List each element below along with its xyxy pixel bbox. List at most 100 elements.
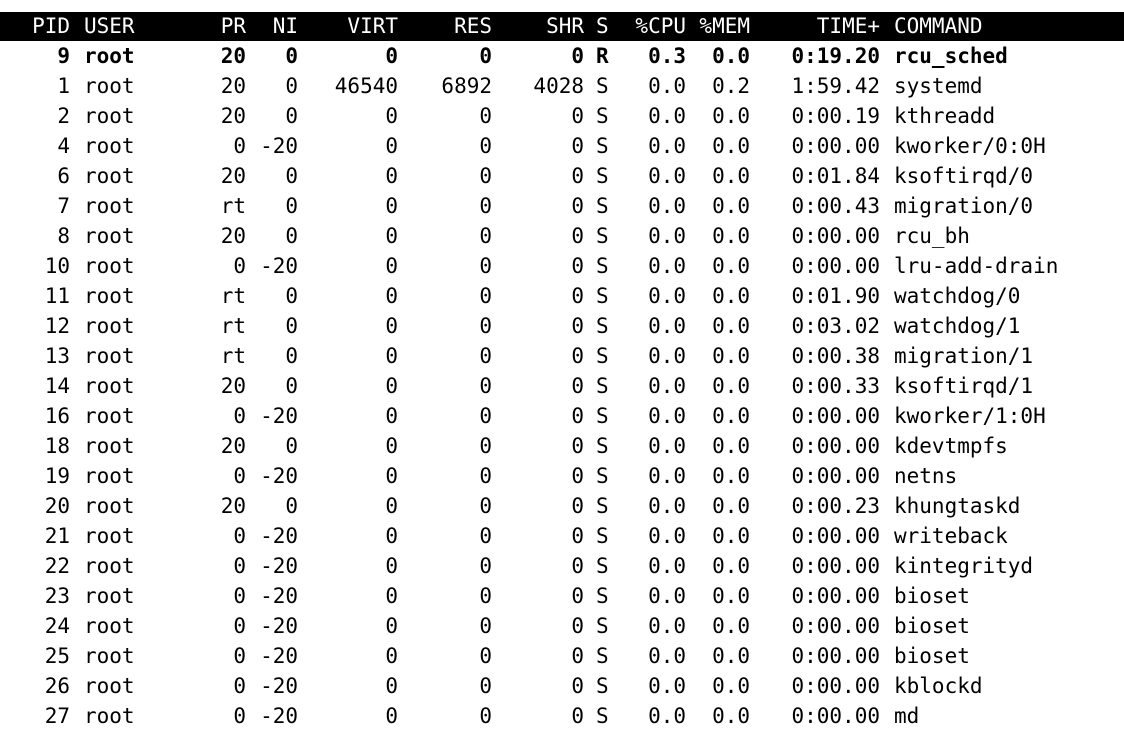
process-row[interactable]: 13 root rt 0 0 0 0 S 0.0 0.0 0:00.38 migration/1 bbox=[0, 341, 1124, 371]
cell-command: ksoftirqd/0 bbox=[894, 164, 1034, 188]
cell-shr: 0 bbox=[571, 194, 584, 218]
process-row[interactable]: 20 root 20 0 0 0 0 S 0.0 0.0 0:00.23 khungtaskd bbox=[0, 491, 1124, 521]
cell-virt: 0 bbox=[385, 284, 398, 308]
header-res[interactable]: RES bbox=[454, 14, 492, 38]
cell-user: root bbox=[84, 524, 135, 548]
process-row[interactable]: 10 root 0 -20 0 0 0 S 0.0 0.0 0:00.00 lru-add-drain bbox=[0, 251, 1124, 281]
cell-mem: 0.0 bbox=[712, 404, 750, 428]
process-row[interactable]: 12 root rt 0 0 0 0 S 0.0 0.0 0:03.02 watchdog/1 bbox=[0, 311, 1124, 341]
header-pr[interactable]: PR bbox=[220, 14, 246, 38]
process-row[interactable]: 16 root 0 -20 0 0 0 S 0.0 0.0 0:00.00 kworker/1:0H bbox=[0, 401, 1124, 431]
process-row[interactable]: 18 root 20 0 0 0 0 S 0.0 0.0 0:00.00 kdevtmpfs bbox=[0, 431, 1124, 461]
cell-time: 0:00.00 bbox=[791, 614, 880, 638]
cell-ni: -20 bbox=[260, 464, 298, 488]
cell-pid: 11 bbox=[44, 284, 70, 308]
process-row[interactable]: 27 root 0 -20 0 0 0 S 0.0 0.0 0:00.00 md bbox=[0, 701, 1124, 731]
cell-pid: 22 bbox=[44, 554, 70, 578]
process-row[interactable]: 22 root 0 -20 0 0 0 S 0.0 0.0 0:00.00 kintegrityd bbox=[0, 551, 1124, 581]
cell-res: 0 bbox=[479, 164, 492, 188]
process-row[interactable]: 23 root 0 -20 0 0 0 S 0.0 0.0 0:00.00 bioset bbox=[0, 581, 1124, 611]
cell-res: 6892 bbox=[441, 74, 492, 98]
cell-cpu: 0.0 bbox=[648, 224, 686, 248]
cell-mem: 0.0 bbox=[712, 134, 750, 158]
process-row[interactable]: 8 root 20 0 0 0 0 S 0.0 0.0 0:00.00 rcu_bh bbox=[0, 221, 1124, 251]
process-row[interactable]: 26 root 0 -20 0 0 0 S 0.0 0.0 0:00.00 kblockd bbox=[0, 671, 1124, 701]
process-row[interactable]: 21 root 0 -20 0 0 0 S 0.0 0.0 0:00.00 writeback bbox=[0, 521, 1124, 551]
cell-res: 0 bbox=[479, 374, 492, 398]
cell-shr: 0 bbox=[571, 344, 584, 368]
header-shr[interactable]: SHR bbox=[546, 14, 584, 38]
cell-command: kthreadd bbox=[894, 104, 996, 128]
process-row[interactable]: 2 root 20 0 0 0 0 S 0.0 0.0 0:00.19 kthreadd bbox=[0, 101, 1124, 131]
cell-s: R bbox=[596, 44, 609, 68]
cell-ni: 0 bbox=[285, 44, 298, 68]
cell-cpu: 0.0 bbox=[648, 704, 686, 728]
cell-s: S bbox=[596, 224, 609, 248]
cell-ni: -20 bbox=[260, 584, 298, 608]
cell-res: 0 bbox=[479, 134, 492, 158]
process-row[interactable]: 9 root 20 0 0 0 0 R 0.3 0.0 0:19.20 rcu_sched bbox=[0, 41, 1124, 71]
cell-pr: 0 bbox=[233, 254, 246, 278]
process-row[interactable]: 24 root 0 -20 0 0 0 S 0.0 0.0 0:00.00 bioset bbox=[0, 611, 1124, 641]
process-row[interactable]: 25 root 0 -20 0 0 0 S 0.0 0.0 0:00.00 bioset bbox=[0, 641, 1124, 671]
cell-pr: 0 bbox=[233, 674, 246, 698]
cell-mem: 0.0 bbox=[712, 314, 750, 338]
cell-res: 0 bbox=[479, 44, 492, 68]
cell-res: 0 bbox=[479, 194, 492, 218]
cell-ni: -20 bbox=[260, 134, 298, 158]
cell-pid: 18 bbox=[44, 434, 70, 458]
header-virt[interactable]: VIRT bbox=[347, 14, 398, 38]
cell-mem: 0.2 bbox=[712, 74, 750, 98]
process-row[interactable]: 4 root 0 -20 0 0 0 S 0.0 0.0 0:00.00 kworker/0:0H bbox=[0, 131, 1124, 161]
cell-res: 0 bbox=[479, 704, 492, 728]
cell-s: S bbox=[596, 374, 609, 398]
process-row[interactable]: 11 root rt 0 0 0 0 S 0.0 0.0 0:01.90 watchdog/0 bbox=[0, 281, 1124, 311]
process-row[interactable]: 7 root rt 0 0 0 0 S 0.0 0.0 0:00.43 migration/0 bbox=[0, 191, 1124, 221]
cell-command: md bbox=[894, 704, 920, 728]
cell-res: 0 bbox=[479, 644, 492, 668]
cell-command: kworker/0:0H bbox=[894, 134, 1046, 158]
cell-res: 0 bbox=[479, 434, 492, 458]
header-mem[interactable]: %MEM bbox=[699, 14, 750, 38]
cell-s: S bbox=[596, 344, 609, 368]
cell-command: netns bbox=[894, 464, 958, 488]
header-state[interactable]: S bbox=[596, 14, 609, 38]
cell-mem: 0.0 bbox=[712, 164, 750, 188]
cell-shr: 0 bbox=[571, 554, 584, 578]
cell-shr: 0 bbox=[571, 104, 584, 128]
cell-pr: 0 bbox=[233, 704, 246, 728]
cell-time: 0:00.00 bbox=[791, 434, 880, 458]
cell-shr: 0 bbox=[571, 44, 584, 68]
cell-pid: 24 bbox=[44, 614, 70, 638]
cell-mem: 0.0 bbox=[712, 524, 750, 548]
cell-pr: 20 bbox=[220, 164, 246, 188]
header-pid[interactable]: PID bbox=[32, 14, 70, 38]
process-row[interactable]: 19 root 0 -20 0 0 0 S 0.0 0.0 0:00.00 netns bbox=[0, 461, 1124, 491]
cell-res: 0 bbox=[479, 284, 492, 308]
header-user[interactable]: USER bbox=[84, 14, 135, 38]
cell-pr: 20 bbox=[220, 44, 246, 68]
cell-res: 0 bbox=[479, 404, 492, 428]
cell-ni: 0 bbox=[285, 314, 298, 338]
cell-mem: 0.0 bbox=[712, 494, 750, 518]
cell-ni: 0 bbox=[285, 434, 298, 458]
cell-pid: 8 bbox=[57, 224, 70, 248]
process-row[interactable]: 1 root 20 0 46540 6892 4028 S 0.0 0.2 1:59.42 syste… bbox=[0, 71, 1124, 101]
cell-command: watchdog/1 bbox=[894, 314, 1021, 338]
process-row[interactable]: 6 root 20 0 0 0 0 S 0.0 0.0 0:01.84 ksoftirqd/0 bbox=[0, 161, 1124, 191]
cell-time: 1:59.42 bbox=[791, 74, 880, 98]
header-command[interactable]: COMMAND bbox=[894, 14, 983, 38]
header-cpu[interactable]: %CPU bbox=[635, 14, 686, 38]
process-row[interactable]: 14 root 20 0 0 0 0 S 0.0 0.0 0:00.33 ksoftirqd/1 bbox=[0, 371, 1124, 401]
cell-command: ksoftirqd/1 bbox=[894, 374, 1034, 398]
cell-virt: 0 bbox=[385, 464, 398, 488]
cell-cpu: 0.0 bbox=[648, 674, 686, 698]
cell-virt: 46540 bbox=[334, 74, 398, 98]
cell-time: 0:00.33 bbox=[791, 374, 880, 398]
header-time[interactable]: TIME+ bbox=[816, 14, 880, 38]
process-rows: 9 root 20 0 0 0 0 R 0.3 0.0 0:19.20 rcu_sched 1 root 2… bbox=[0, 41, 1124, 731]
cell-cpu: 0.0 bbox=[648, 374, 686, 398]
cell-mem: 0.0 bbox=[712, 284, 750, 308]
header-ni[interactable]: NI bbox=[272, 14, 298, 38]
cell-virt: 0 bbox=[385, 614, 398, 638]
